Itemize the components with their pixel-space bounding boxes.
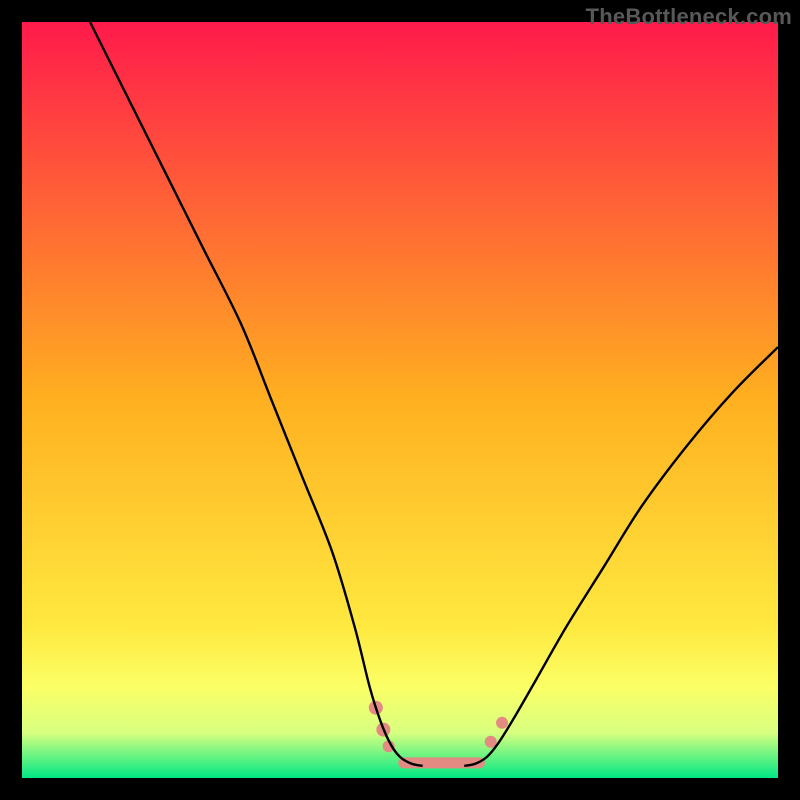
chart-frame: TheBottleneck.com	[0, 0, 800, 800]
watermark-text: TheBottleneck.com	[586, 4, 792, 30]
plot-area	[22, 22, 778, 778]
